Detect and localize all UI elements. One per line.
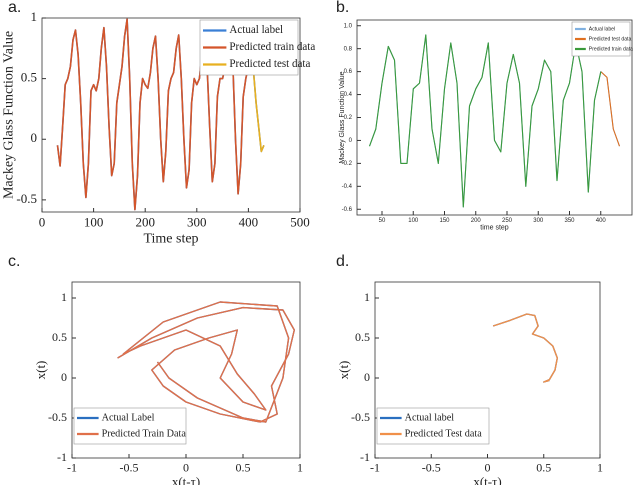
legend-label: Predicted train data	[589, 46, 633, 52]
series-line	[492, 313, 558, 383]
legend-box	[73, 407, 187, 445]
y-tick-label: -0.6	[342, 207, 353, 213]
x-axis-label: time step	[480, 224, 509, 231]
x-tick-label: 250	[502, 218, 513, 224]
series-line	[368, 34, 621, 208]
y-tick-label: 0.5	[52, 330, 67, 344]
y-tick-label: 0.8	[344, 46, 353, 52]
x-tick-label: 0	[485, 461, 491, 475]
y-tick-label: 1.0	[344, 23, 353, 29]
x-tick-label: -1	[67, 461, 77, 475]
x-tick-label: 50	[379, 218, 386, 224]
y-tick-label: 0.6	[344, 69, 353, 75]
panel: b. 50 100 150 200 250 300 350 400 -0.6 -0.4 -0.2 0 0.…	[336, 0, 633, 231]
y-axis-label: x(t)	[336, 361, 351, 380]
x-axis-label: Time step	[143, 232, 198, 247]
x-tick-label: 0.5	[536, 461, 551, 475]
series-line	[600, 71, 621, 147]
series-line	[492, 313, 558, 383]
x-tick-label: 300	[533, 218, 544, 224]
legend-label: Predicted train data	[229, 41, 315, 53]
x-axis-label: x(t-τ)	[473, 474, 501, 485]
x-axis-label: x(t-τ)	[172, 474, 200, 485]
legend-label: Predicted test data	[229, 58, 310, 70]
panel-label: c.	[8, 253, 20, 270]
panel-label: b.	[336, 0, 349, 16]
series-line	[368, 34, 602, 208]
x-tick-label: 1	[297, 461, 303, 475]
y-tick-label: 0	[61, 370, 67, 384]
legend-label: Actual label	[589, 26, 615, 32]
panel-label: a.	[8, 0, 21, 16]
y-tick-label: -0.5	[16, 191, 37, 206]
x-tick-label: 300	[187, 215, 207, 230]
series-line	[56, 18, 250, 211]
y-tick-label: 0	[31, 130, 38, 145]
x-tick-label: -0.5	[120, 461, 139, 475]
y-tick-label: -0.5	[351, 410, 370, 424]
legend-label: Predicted Train Data	[102, 428, 187, 439]
x-tick-label: 1	[597, 461, 603, 475]
y-tick-label: -0.5	[48, 410, 67, 424]
x-tick-label: 400	[239, 215, 259, 230]
x-tick-label: 0	[39, 215, 46, 230]
legend-box	[376, 407, 490, 445]
x-tick-label: 400	[596, 218, 607, 224]
x-tick-label: 350	[564, 218, 575, 224]
legend-label: Predicted Test data	[405, 428, 483, 439]
x-tick-label: 200	[135, 215, 155, 230]
y-tick-label: 0.2	[344, 115, 353, 121]
y-tick-label: -1	[57, 450, 67, 464]
legend-label: Actual label	[405, 412, 455, 423]
y-axis-label: x(t)	[33, 361, 48, 380]
panel: c. -1 -0.5 0 0.5 1 -1 -0.5 0 0.5 1 x(t-τ) x(t) Actual…	[8, 253, 303, 485]
y-tick-label: -0.2	[342, 161, 353, 167]
y-tick-label: 1	[61, 290, 67, 304]
x-tick-label: 100	[408, 218, 419, 224]
x-tick-label: 200	[471, 218, 482, 224]
x-tick-label: -1	[370, 461, 380, 475]
y-tick-label: 1	[364, 290, 370, 304]
panel: d. -1 -0.5 0 0.5 1 -1 -0.5 0 0.5 1 x(t-τ) x(t) Actual…	[336, 253, 603, 485]
y-axis-label: Mackey Glass Function Value	[339, 71, 346, 163]
x-tick-label: 100	[84, 215, 104, 230]
y-tick-label: 0	[364, 370, 370, 384]
y-tick-label: 0	[349, 138, 353, 144]
legend-label: Actual label	[229, 24, 283, 36]
legend-label: Predicted test data	[589, 36, 632, 42]
y-tick-label: 0.4	[344, 92, 353, 98]
y-tick-label: -1	[360, 450, 370, 464]
legend-label: Actual Label	[102, 412, 155, 423]
y-tick-label: 0.5	[355, 330, 370, 344]
x-tick-label: 500	[290, 215, 310, 230]
y-axis-label: Mackey Glass Function Value	[2, 31, 17, 199]
x-tick-label: -0.5	[422, 461, 441, 475]
x-tick-label: 0.5	[236, 461, 251, 475]
x-tick-label: 150	[439, 218, 450, 224]
x-tick-label: 0	[183, 461, 189, 475]
y-tick-label: 1	[31, 9, 38, 24]
y-tick-label: 0.5	[21, 70, 37, 85]
plot-frame	[41, 17, 301, 213]
y-tick-label: -0.4	[342, 184, 353, 190]
series-line	[117, 301, 295, 423]
panel-label: d.	[336, 253, 349, 270]
series-line	[117, 301, 295, 423]
